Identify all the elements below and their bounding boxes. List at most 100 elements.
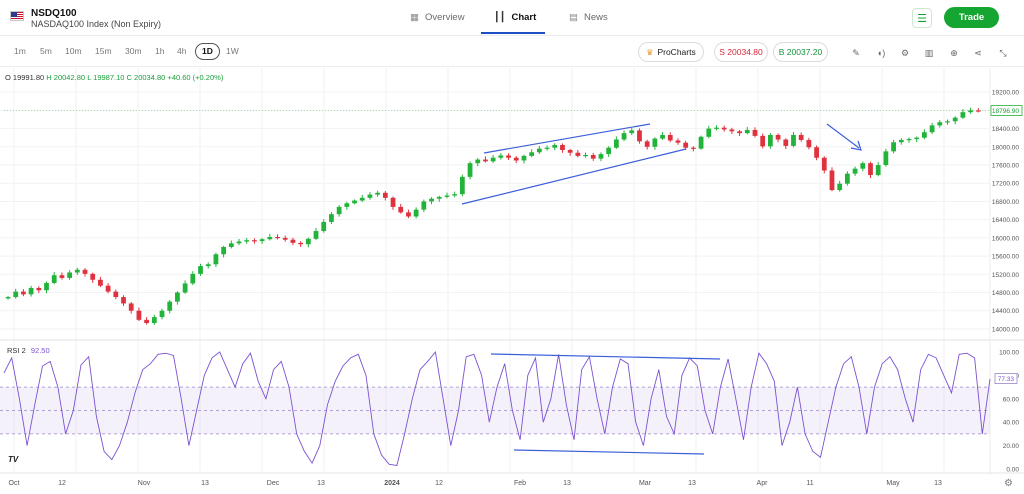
candle-body	[737, 131, 742, 134]
chart-settings-icon[interactable]: ⚙	[1004, 478, 1013, 489]
timeframe-5m[interactable]: 5m	[40, 46, 52, 56]
timeframe-1h[interactable]: 1h	[155, 46, 165, 56]
rsi-divergence-lower	[513, 449, 705, 455]
top-header: NSDQ100 NASDAQ100 Index (Non Expiry) ▦ O…	[0, 0, 1024, 36]
procharts-button[interactable]: ♛ ProCharts	[638, 42, 704, 62]
candle-body	[506, 155, 511, 158]
candle-body	[698, 136, 704, 149]
candle-body	[783, 139, 789, 146]
timeframe-1w[interactable]: 1W	[226, 46, 239, 56]
collapse-icon[interactable]: ⤡	[999, 47, 1007, 58]
candle-body	[752, 129, 758, 136]
rsi-tick-label: 20.00	[1003, 443, 1020, 450]
alert-sound-icon[interactable]: ◖)	[876, 48, 886, 58]
time-tick-label: Oct	[9, 480, 20, 487]
candle-body	[590, 155, 596, 159]
price-tick-label: 18400.00	[992, 126, 1019, 133]
ohlc-low: L 19987.10	[87, 73, 125, 82]
trade-button[interactable]: Trade	[944, 7, 999, 28]
chart-toolbar: 1m 5m 10m 15m 30m 1h 4h 1D 1W ♛ ProChart…	[0, 37, 1024, 67]
candle-body	[675, 140, 681, 143]
candle-body	[844, 173, 850, 184]
rsi-value: 92.50	[30, 346, 50, 355]
candle-body	[382, 192, 388, 198]
candle-body	[922, 132, 927, 138]
tab-overview[interactable]: ▦ Overview	[410, 0, 465, 35]
candle-body	[452, 194, 458, 196]
ohlc-open: O 19991.80	[5, 73, 45, 82]
last-price-label: 18796.90	[992, 108, 1019, 115]
share-icon[interactable]: ⋖	[974, 47, 982, 58]
candle-body	[336, 206, 342, 215]
candle-body	[898, 139, 904, 143]
candle-body	[683, 142, 689, 148]
candle-body	[159, 310, 165, 318]
add-circle-icon[interactable]: ⊕	[950, 47, 958, 58]
timeframe-1d[interactable]: 1D	[195, 43, 220, 60]
candle-body	[144, 319, 150, 324]
candle-body	[121, 297, 126, 304]
tab-chart[interactable]: ┃┃ Chart	[494, 0, 536, 35]
candle-body	[529, 152, 535, 156]
price-chart[interactable]: 19200.0018800.0018400.0018000.0017600.00…	[0, 68, 1024, 494]
candles-icon: ┃┃	[494, 12, 506, 23]
price-tick-label: 14400.00	[992, 308, 1019, 315]
timeframe-4h[interactable]: 4h	[177, 46, 187, 56]
candle-body	[960, 112, 966, 118]
candle-body	[552, 144, 558, 148]
list-add-icon: ☰	[917, 12, 927, 25]
candle-body	[167, 301, 173, 311]
candle-body	[883, 151, 889, 166]
candle-body	[413, 209, 419, 217]
rsi-legend[interactable]: RSI 2 92.50	[7, 346, 50, 355]
price-tick-label: 19200.00	[992, 90, 1019, 97]
candle-body	[906, 139, 912, 141]
candle-body	[891, 142, 896, 152]
time-tick-label: 2024	[384, 480, 400, 487]
timeframe-15m[interactable]: 15m	[95, 46, 112, 56]
instrument-name[interactable]: NSDQ100	[31, 8, 77, 19]
candle-body	[98, 279, 103, 286]
rsi-tick-label: 100.00	[999, 350, 1019, 357]
price-tick-label: 18000.00	[992, 144, 1019, 151]
buy-price-button[interactable]: B 20037.20	[773, 42, 828, 62]
time-tick-label: Nov	[138, 480, 151, 487]
candle-body	[390, 197, 396, 207]
candle-body	[236, 241, 242, 244]
candle-body	[67, 272, 72, 278]
rsi-last-box	[994, 373, 1018, 384]
candle-body	[652, 138, 658, 147]
candle-body	[421, 201, 427, 210]
candle-body	[760, 135, 766, 147]
time-tick-label: May	[886, 480, 900, 487]
trend-arrow-head	[850, 140, 862, 151]
time-tick-label: Mar	[639, 480, 652, 487]
candle-body	[305, 238, 311, 245]
candle-body	[814, 147, 819, 158]
candle-body	[575, 152, 581, 156]
time-axis: Oct 12 Nov 13 Dec 13 2024 12 Feb 13 Mar 13 Apr 11 May 1…	[0, 472, 1024, 487]
instrument-description: NASDAQ100 Index (Non Expiry)	[31, 19, 162, 29]
time-tick-label: 12	[435, 480, 443, 487]
sell-price-button[interactable]: S 20034.80	[714, 42, 768, 62]
time-tick-label: 13	[317, 480, 325, 487]
candle-body	[560, 144, 565, 150]
timeframe-30m[interactable]: 30m	[125, 46, 142, 56]
timeframe-10m[interactable]: 10m	[65, 46, 82, 56]
candle-body	[436, 196, 442, 199]
draw-pencil-icon[interactable]: ✎	[852, 47, 860, 58]
price-tick-label: 16800.00	[992, 199, 1019, 206]
tab-news[interactable]: ▤ News	[569, 0, 608, 35]
candle-body	[806, 139, 812, 148]
candle-body	[105, 285, 111, 292]
settings-gear-icon[interactable]: ⚙	[900, 47, 910, 58]
watchlist-add-button[interactable]: ☰	[912, 8, 932, 28]
candle-body	[36, 287, 42, 291]
indicators-icon[interactable]: ▥	[924, 47, 934, 58]
candle-body	[637, 130, 642, 142]
candle-body	[798, 134, 804, 140]
candle-body	[429, 198, 434, 202]
timeframe-1m[interactable]: 1m	[14, 46, 26, 56]
rsi-tick-label: 0.00	[1006, 467, 1019, 474]
